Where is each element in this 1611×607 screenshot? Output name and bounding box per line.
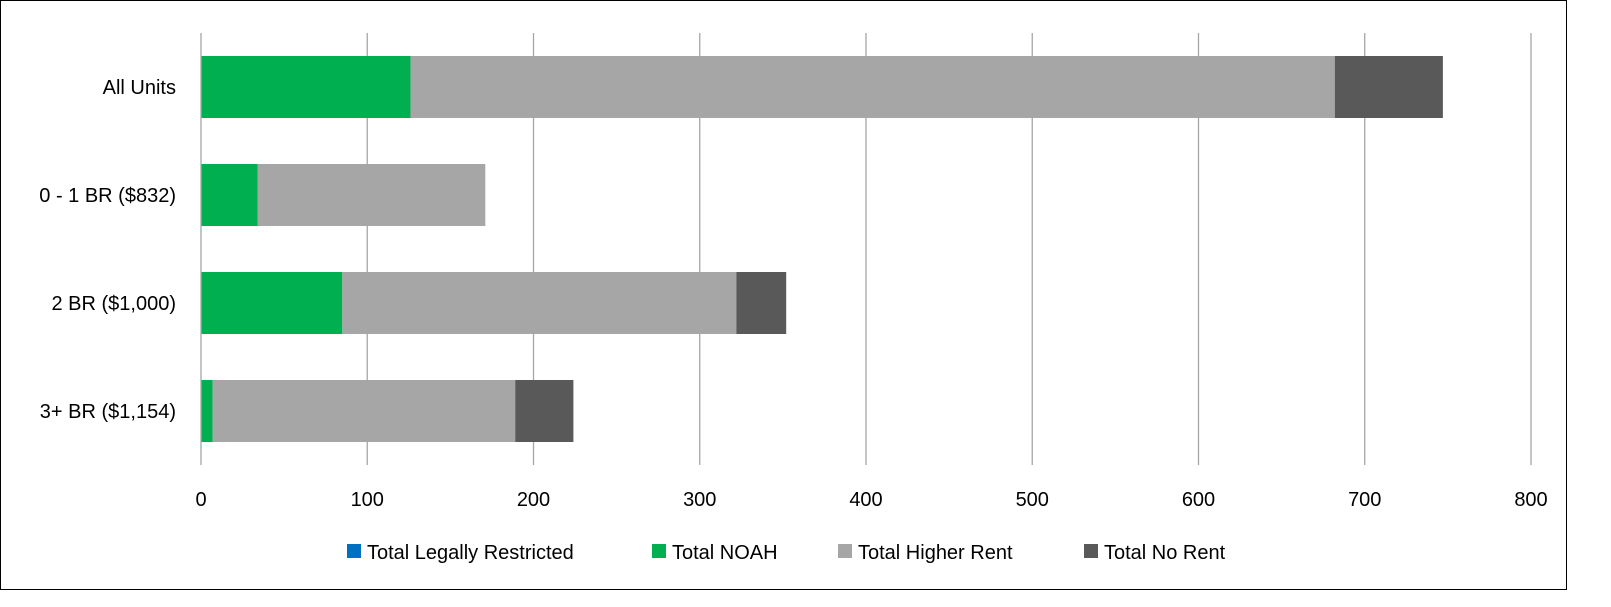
y-tick-label: 3+ BR ($1,154) bbox=[40, 401, 176, 423]
legend-label: Total Higher Rent bbox=[858, 542, 1013, 564]
bar-segment bbox=[257, 164, 486, 226]
legend-label: Total NOAH bbox=[672, 542, 778, 564]
x-tick-label: 500 bbox=[1016, 489, 1049, 511]
bar-segment bbox=[736, 272, 787, 334]
chart-frame: 0 100 200 300 400 500 600 700 800 All Units 0 - 1 … bbox=[0, 0, 1567, 590]
y-tick-label: 0 - 1 BR ($832) bbox=[39, 185, 176, 207]
bar-segment bbox=[1334, 56, 1443, 118]
bar-segment bbox=[212, 380, 516, 442]
y-tick-label: 2 BR ($1,000) bbox=[51, 293, 176, 315]
bar-segment bbox=[515, 380, 574, 442]
x-tick-label: 200 bbox=[517, 489, 550, 511]
legend-label: Total Legally Restricted bbox=[367, 542, 574, 564]
x-tick-label: 300 bbox=[683, 489, 716, 511]
legend-swatch bbox=[652, 544, 666, 558]
legend: Total Legally Restricted Total NOAH Total … bbox=[347, 542, 1226, 564]
x-tick-label: 600 bbox=[1182, 489, 1215, 511]
bar-segment bbox=[201, 56, 411, 118]
bar-segment bbox=[410, 56, 1335, 118]
legend-swatch bbox=[347, 544, 361, 558]
x-tick-label: 100 bbox=[351, 489, 384, 511]
x-tick-label: 700 bbox=[1348, 489, 1381, 511]
bars bbox=[201, 56, 1443, 442]
bar-segment bbox=[201, 380, 213, 442]
x-tick-label: 0 bbox=[195, 489, 206, 511]
x-tick-label: 800 bbox=[1514, 489, 1547, 511]
bar-segment bbox=[201, 164, 258, 226]
legend-label: Total No Rent bbox=[1104, 542, 1226, 564]
tick-labels: 0 100 200 300 400 500 600 700 800 All Units 0 - 1 … bbox=[39, 77, 1547, 511]
bar-segment bbox=[201, 272, 343, 334]
bar-segment bbox=[342, 272, 737, 334]
bar-chart: 0 100 200 300 400 500 600 700 800 All Units 0 - 1 … bbox=[39, 33, 1548, 564]
legend-swatch bbox=[838, 544, 852, 558]
x-tick-label: 400 bbox=[849, 489, 882, 511]
legend-swatch bbox=[1084, 544, 1098, 558]
y-tick-label: All Units bbox=[103, 77, 176, 99]
